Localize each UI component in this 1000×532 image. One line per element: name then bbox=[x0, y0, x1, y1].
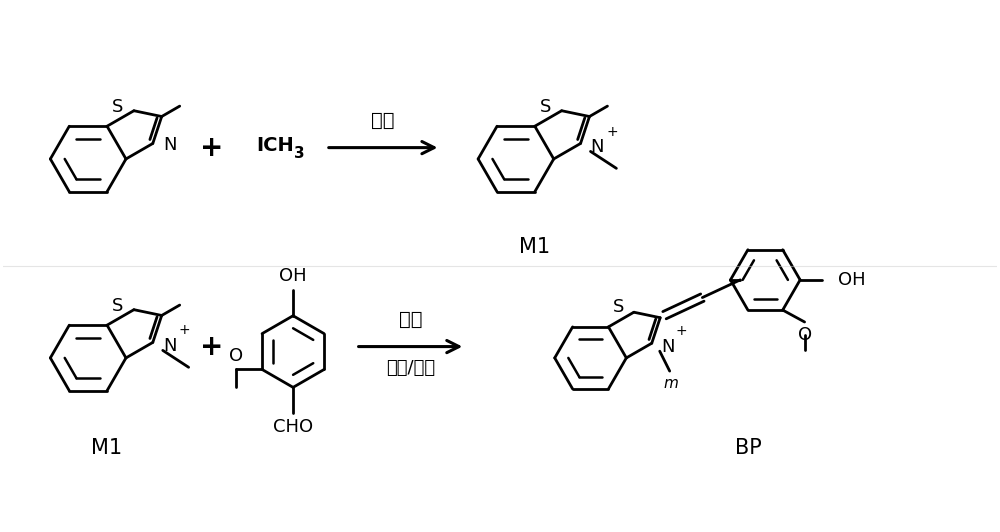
Text: O: O bbox=[798, 326, 812, 344]
Text: S: S bbox=[613, 298, 625, 316]
Text: ICH: ICH bbox=[256, 136, 294, 155]
Text: N: N bbox=[163, 337, 176, 355]
Text: N: N bbox=[591, 138, 604, 156]
Text: m: m bbox=[663, 376, 678, 390]
Text: 甲醇/乙腈: 甲醇/乙腈 bbox=[386, 359, 435, 377]
Text: +: + bbox=[676, 325, 687, 338]
Text: BP: BP bbox=[735, 438, 762, 458]
Text: N: N bbox=[661, 338, 674, 356]
Text: M1: M1 bbox=[91, 438, 123, 458]
Text: OH: OH bbox=[279, 267, 307, 285]
Text: 哌啶: 哌啶 bbox=[399, 310, 422, 329]
Text: 3: 3 bbox=[294, 146, 305, 161]
Text: M1: M1 bbox=[519, 237, 550, 257]
Text: S: S bbox=[112, 297, 124, 315]
Text: O: O bbox=[229, 346, 243, 364]
Text: CHO: CHO bbox=[273, 418, 313, 436]
Text: +: + bbox=[179, 323, 190, 337]
Text: N: N bbox=[163, 136, 176, 154]
Text: +: + bbox=[200, 332, 223, 361]
Text: S: S bbox=[540, 98, 551, 116]
Text: +: + bbox=[200, 134, 223, 162]
Text: S: S bbox=[112, 98, 124, 116]
Text: +: + bbox=[607, 124, 618, 138]
Text: 丙酮: 丙酮 bbox=[371, 111, 395, 130]
Text: OH: OH bbox=[838, 271, 866, 289]
